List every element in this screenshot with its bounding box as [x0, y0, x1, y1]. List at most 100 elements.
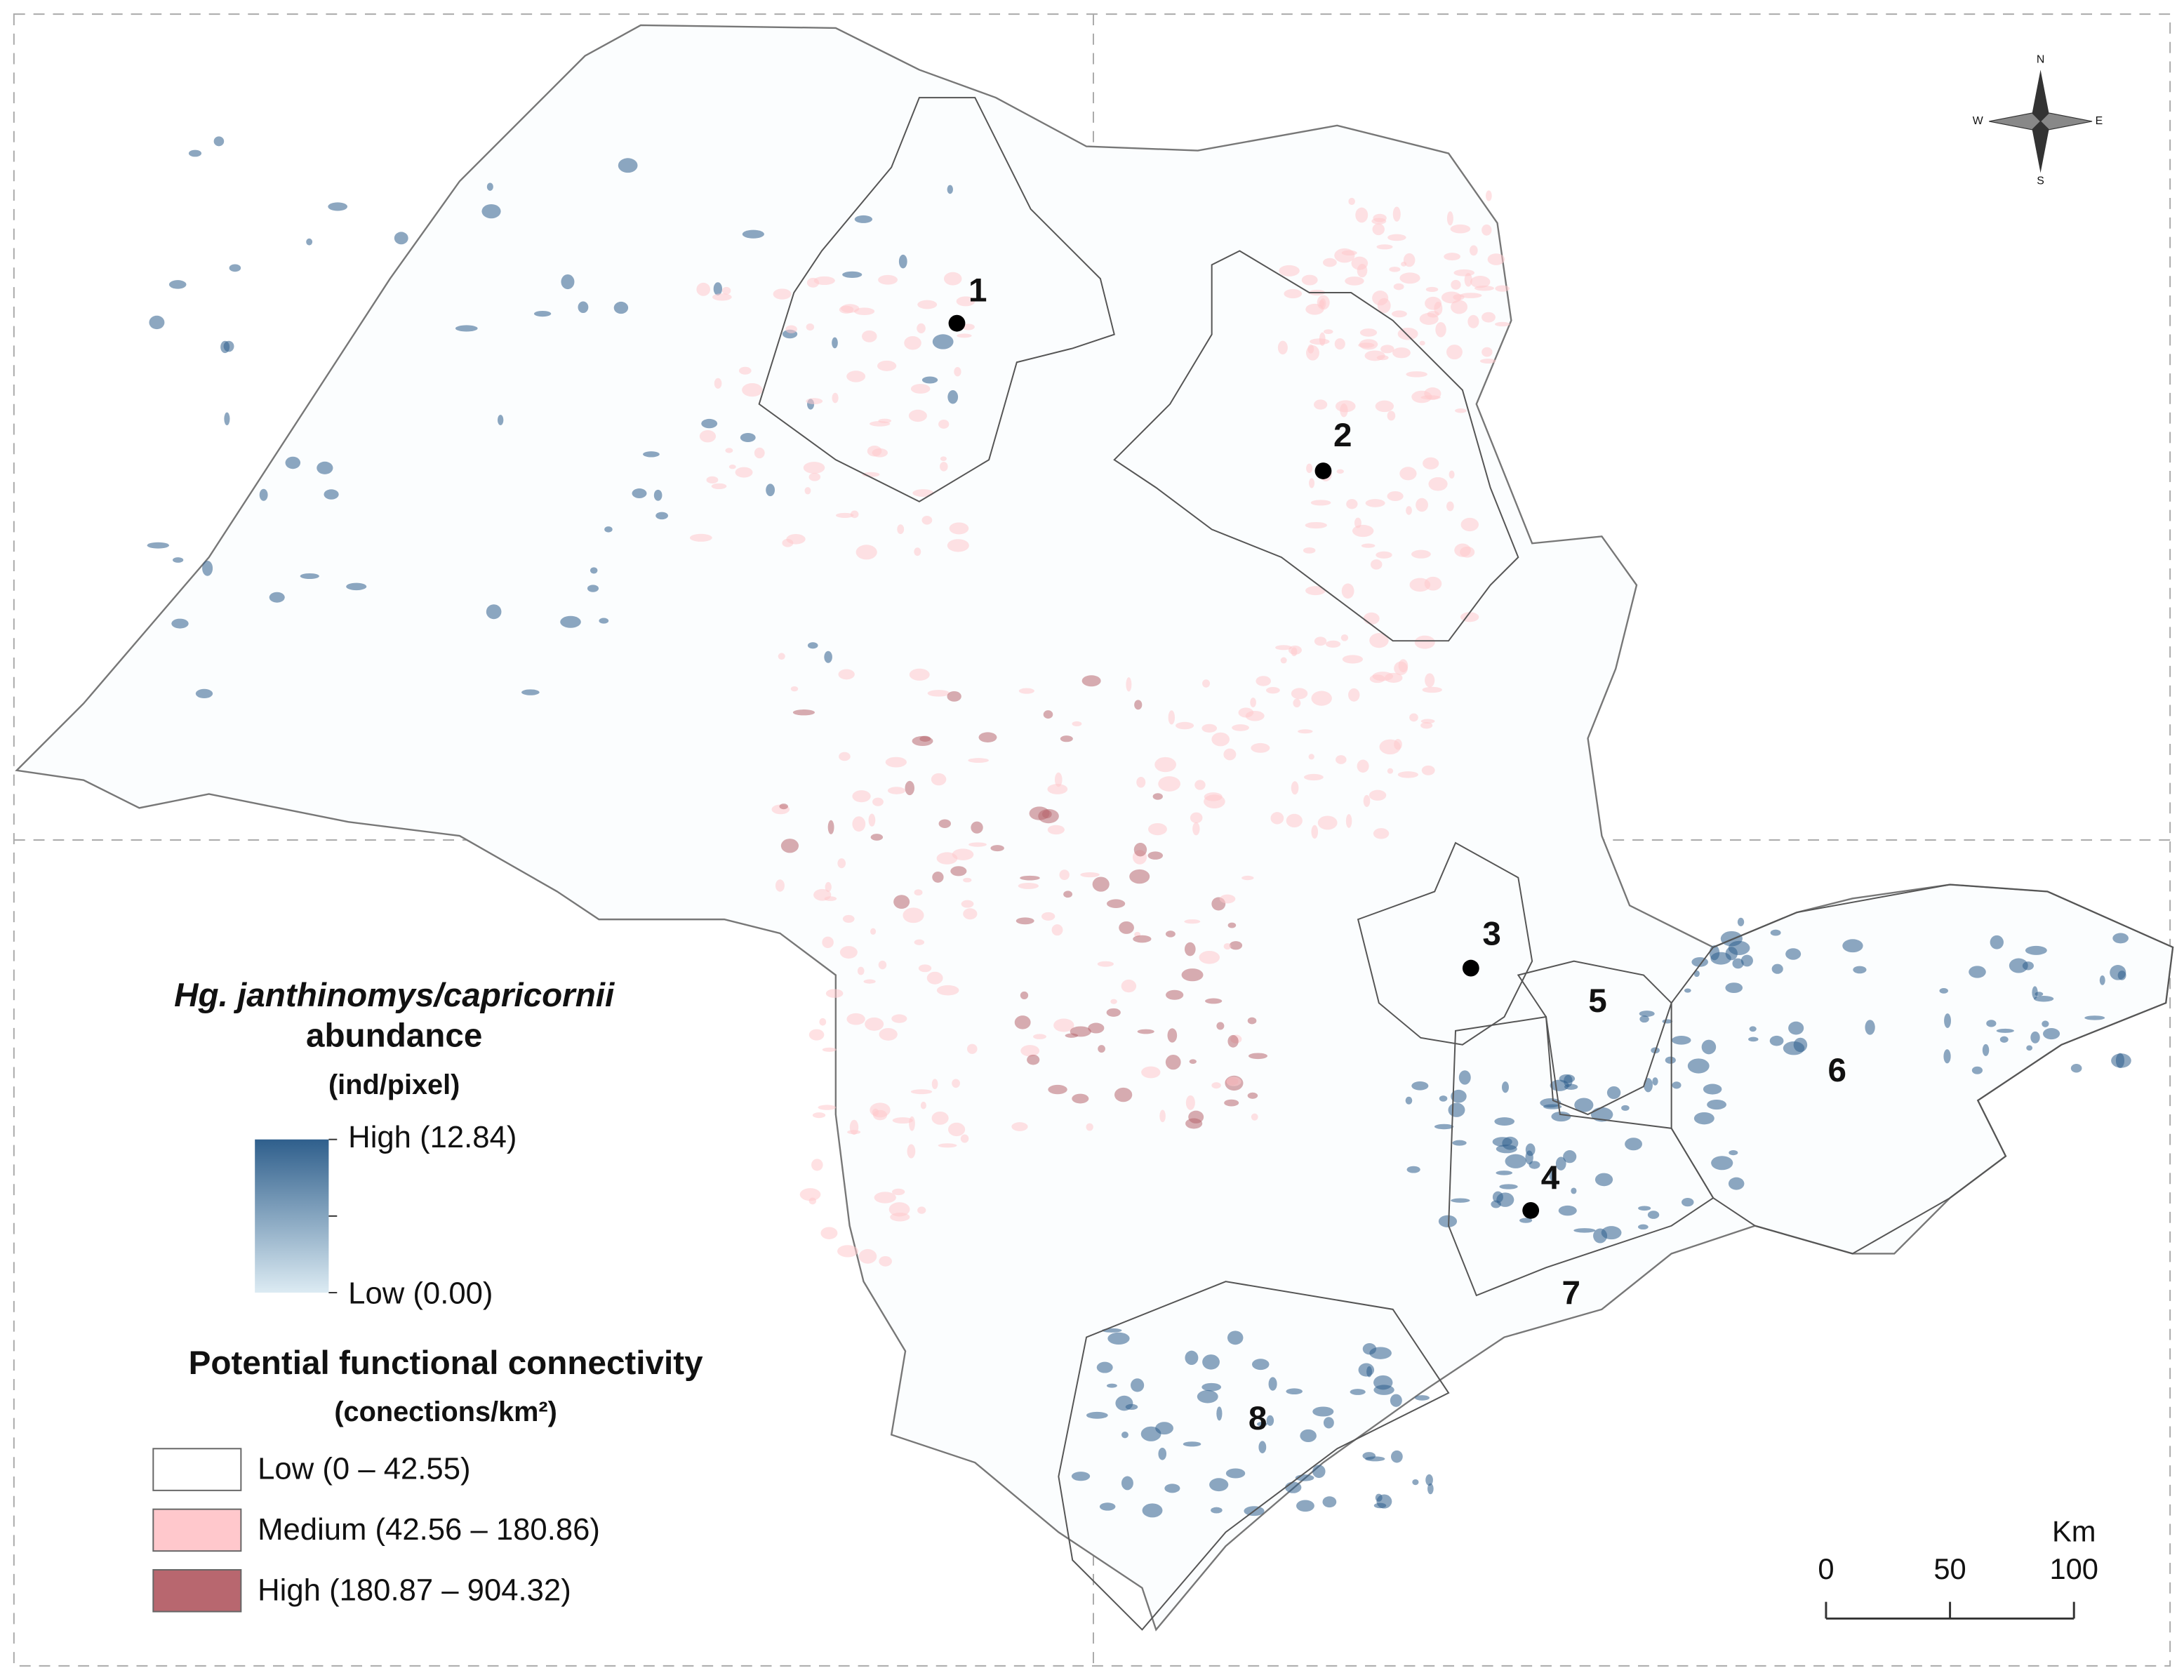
raster-patch — [1707, 1099, 1727, 1110]
raster-patch — [838, 669, 855, 680]
raster-patch — [1672, 1081, 1682, 1089]
raster-patch — [699, 429, 717, 443]
raster-patch — [1357, 264, 1368, 278]
raster-patch — [931, 773, 947, 786]
raster-patch — [967, 1044, 978, 1054]
raster-patch — [878, 418, 892, 423]
raster-patch — [905, 780, 914, 796]
raster-patch — [903, 907, 924, 924]
raster-patch — [721, 286, 731, 295]
raster-patch — [790, 686, 799, 692]
raster-patch — [1448, 1102, 1465, 1117]
raster-patch — [1185, 1095, 1195, 1110]
raster-patch — [918, 964, 932, 973]
raster-patch — [738, 366, 752, 375]
raster-patch — [1280, 657, 1287, 664]
raster-patch — [1783, 1041, 1805, 1055]
raster-patch — [1637, 1224, 1649, 1230]
raster-patch — [1335, 400, 1356, 413]
legend-title: Hg. janthinomys/capricornii — [174, 977, 615, 1014]
raster-patch — [1711, 1156, 1733, 1171]
raster-patch — [590, 567, 598, 574]
raster-patch — [1372, 223, 1385, 236]
raster-patch — [1341, 250, 1357, 256]
raster-patch — [1306, 345, 1319, 361]
raster-patch — [1314, 636, 1327, 646]
raster-patch — [1018, 882, 1039, 889]
raster-patch — [1148, 823, 1167, 836]
raster-patch — [879, 1028, 898, 1041]
raster-patch — [1189, 1059, 1197, 1065]
raster-patch — [1986, 1020, 1997, 1027]
raster-patch — [804, 487, 811, 495]
raster-patch — [806, 398, 823, 405]
raster-patch — [1451, 300, 1468, 314]
raster-patch — [229, 264, 241, 272]
region-point — [1522, 1202, 1540, 1219]
legend-label: High (180.87 – 904.32) — [258, 1573, 571, 1607]
raster-patch — [1011, 1122, 1028, 1131]
raster-patch — [653, 489, 662, 501]
raster-patch — [599, 618, 609, 624]
raster-patch — [1147, 851, 1164, 860]
raster-patch — [1286, 1388, 1303, 1395]
raster-patch — [1606, 1086, 1621, 1100]
raster-patch — [908, 409, 927, 422]
raster-patch — [963, 877, 972, 883]
compass-label: N — [2037, 54, 2044, 66]
raster-patch — [2099, 975, 2105, 985]
raster-patch — [1141, 1066, 1161, 1079]
raster-patch — [813, 276, 835, 286]
raster-patch — [952, 1079, 960, 1088]
raster-patch — [1293, 698, 1301, 707]
raster-patch — [1159, 1109, 1166, 1123]
raster-patch — [1452, 1140, 1467, 1146]
raster-patch — [1574, 1098, 1594, 1112]
raster-patch — [1041, 912, 1056, 921]
raster-patch — [846, 371, 866, 382]
ramp-label: Low (0.00) — [348, 1276, 493, 1311]
raster-patch — [696, 282, 711, 296]
raster-patch — [285, 456, 301, 469]
raster-patch — [1279, 265, 1300, 276]
raster-patch — [742, 229, 764, 239]
raster-patch — [1387, 411, 1396, 421]
raster-patch — [888, 1202, 910, 1217]
raster-patch — [1258, 1441, 1267, 1453]
raster-patch — [1334, 338, 1345, 350]
raster-patch — [825, 989, 844, 998]
raster-patch — [1183, 1441, 1201, 1447]
raster-patch — [1352, 524, 1374, 538]
raster-patch — [1573, 1228, 1596, 1233]
raster-patch — [1211, 1507, 1223, 1514]
raster-patch — [865, 1017, 884, 1031]
raster-patch — [754, 447, 765, 459]
raster-patch — [1487, 253, 1505, 265]
raster-patch — [1387, 491, 1404, 501]
raster-patch — [863, 979, 876, 984]
raster-patch — [807, 642, 818, 649]
raster-patch — [1621, 1105, 1630, 1111]
region-outline — [1448, 1015, 1714, 1297]
raster-patch — [2112, 933, 2129, 944]
raster-patch — [1414, 1395, 1430, 1401]
raster-patch — [1063, 891, 1073, 898]
raster-patch — [1376, 244, 1393, 250]
raster-patch — [839, 752, 851, 761]
raster-patch — [1671, 1036, 1691, 1045]
raster-patch — [1342, 655, 1363, 664]
raster-patch — [1096, 1361, 1113, 1373]
raster-patch — [812, 1112, 826, 1119]
raster-patch — [1154, 756, 1176, 773]
raster-patch — [317, 461, 333, 474]
raster-patch — [1732, 958, 1744, 969]
legend-label: Medium (42.56 – 180.86) — [258, 1512, 600, 1547]
raster-patch — [1053, 1018, 1074, 1032]
raster-patch — [1192, 822, 1200, 836]
raster-patch — [1133, 935, 1152, 943]
raster-patch — [1106, 1008, 1121, 1017]
raster-patch — [1492, 1191, 1503, 1204]
raster-patch — [1291, 688, 1308, 700]
raster-patch — [1340, 634, 1349, 641]
raster-patch — [1201, 724, 1218, 733]
